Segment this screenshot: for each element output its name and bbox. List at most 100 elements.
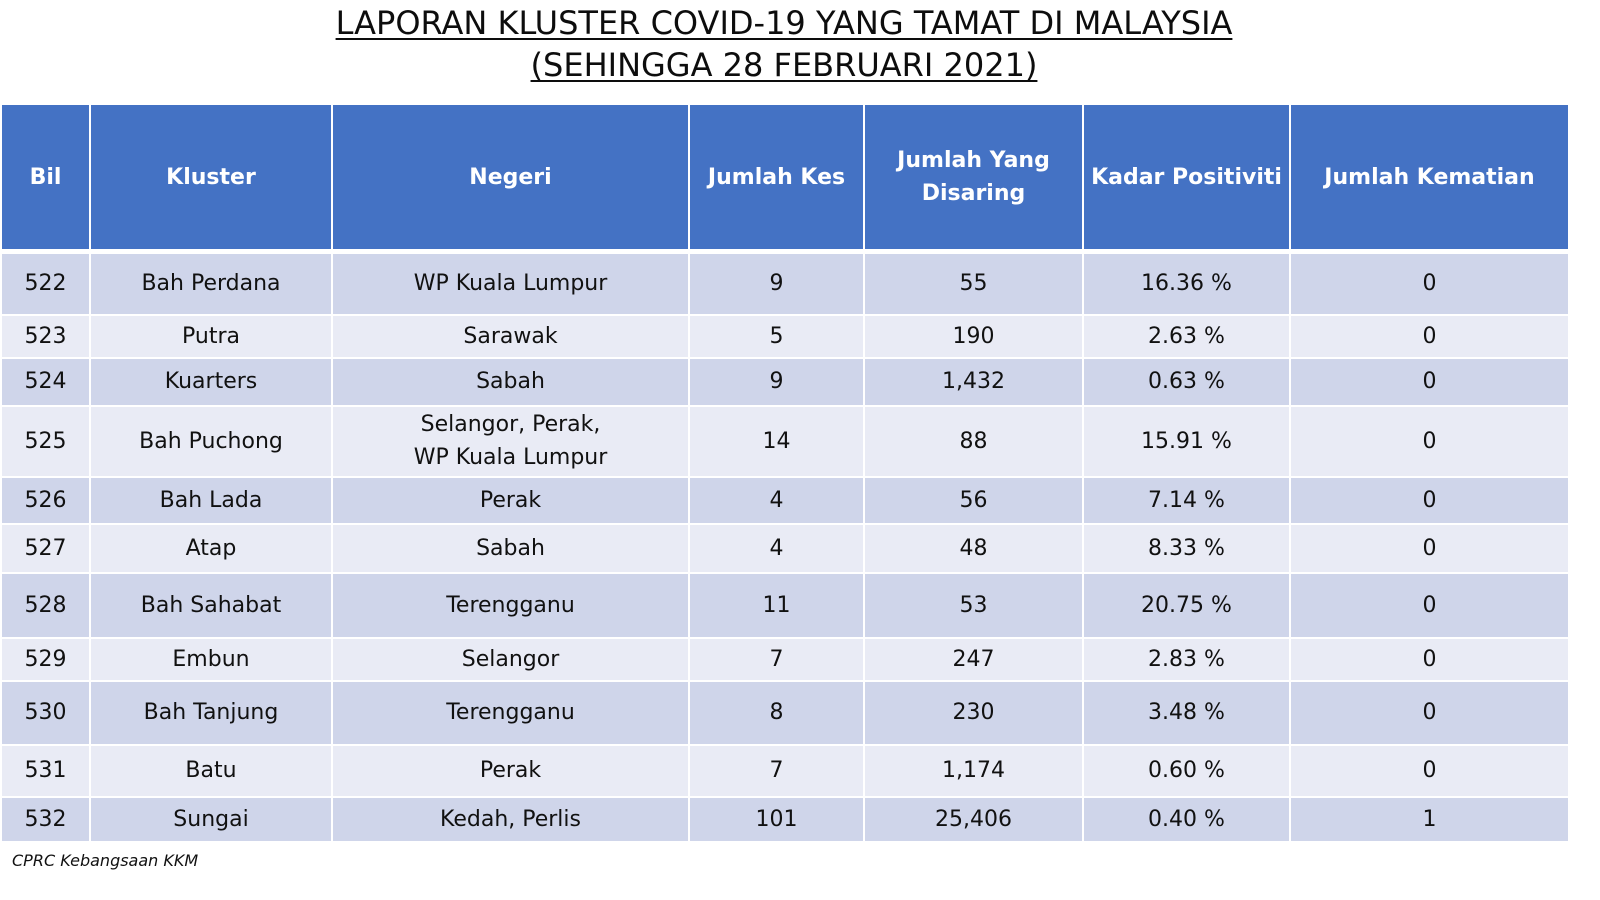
cell-bil: 526 — [0, 475, 91, 525]
cell-kadar-positiviti: 16.36 % — [1082, 250, 1291, 316]
cell-jumlah-kes: 14 — [688, 404, 865, 478]
cell-jumlah-kematian: 0 — [1289, 404, 1570, 478]
source-footer: CPRC Kebangsaan KKM — [12, 851, 199, 870]
cell-jumlah-kematian: 1 — [1289, 795, 1570, 843]
header-jumlah-disaring-line2: Disaring — [921, 181, 1026, 206]
table-row: 526 Bah Lada Perak 4 56 7.14 % 0 — [0, 475, 1570, 525]
cell-jumlah-kematian: 0 — [1289, 522, 1570, 574]
cell-bil: 528 — [0, 571, 91, 639]
table-row: 528 Bah Sahabat Terengganu 11 53 20.75 %… — [0, 571, 1570, 639]
cell-kluster: Embun — [89, 636, 333, 682]
cell-bil: 527 — [0, 522, 91, 574]
cell-negeri-line2: WP Kuala Lumpur — [413, 445, 608, 470]
cell-kadar-positiviti: 15.91 % — [1082, 404, 1291, 478]
cell-kadar-positiviti: 0.63 % — [1082, 356, 1291, 407]
cell-kluster: Bah Tanjung — [89, 679, 333, 746]
header-negeri: Negeri — [331, 103, 690, 254]
table-row: 527 Atap Sabah 4 48 8.33 % 0 — [0, 522, 1570, 574]
cell-kluster: Sungai — [89, 795, 333, 843]
cell-negeri-line1: Selangor, Perak, — [420, 412, 601, 437]
cell-jumlah-disaring: 48 — [863, 522, 1084, 574]
table-row: 529 Embun Selangor 7 247 2.83 % 0 — [0, 636, 1570, 682]
header-jumlah-disaring-line1: Jumlah Yang — [897, 148, 1050, 173]
cell-jumlah-kes: 4 — [688, 522, 865, 574]
cell-kadar-positiviti: 3.48 % — [1082, 679, 1291, 746]
cell-bil: 525 — [0, 404, 91, 478]
report-title: LAPORAN KLUSTER COVID-19 YANG TAMAT DI M… — [0, 0, 1568, 86]
cell-jumlah-kematian: 0 — [1289, 743, 1570, 798]
cell-jumlah-kes: 5 — [688, 313, 865, 359]
cell-jumlah-kematian: 0 — [1289, 636, 1570, 682]
cell-kluster: Batu — [89, 743, 333, 798]
cell-negeri: Kedah, Perlis — [331, 795, 690, 843]
cell-jumlah-kes: 11 — [688, 571, 865, 639]
cell-kluster: Bah Puchong — [89, 404, 333, 478]
cell-kadar-positiviti: 2.83 % — [1082, 636, 1291, 682]
cell-jumlah-kes: 4 — [688, 475, 865, 525]
header-kluster: Kluster — [89, 103, 333, 254]
title-line-2: (SEHINGGA 28 FEBRUARI 2021) — [530, 46, 1038, 84]
cell-negeri: Sarawak — [331, 313, 690, 359]
cell-bil: 531 — [0, 743, 91, 798]
cell-bil: 532 — [0, 795, 91, 843]
cell-jumlah-kematian: 0 — [1289, 313, 1570, 359]
cell-kadar-positiviti: 0.40 % — [1082, 795, 1291, 843]
cell-jumlah-kes: 9 — [688, 356, 865, 407]
cell-jumlah-kes: 7 — [688, 636, 865, 682]
cell-kadar-positiviti: 8.33 % — [1082, 522, 1291, 574]
cell-jumlah-disaring: 56 — [863, 475, 1084, 525]
cell-jumlah-kes: 9 — [688, 250, 865, 316]
table-row: 524 Kuarters Sabah 9 1,432 0.63 % 0 — [0, 356, 1570, 407]
cell-jumlah-disaring: 230 — [863, 679, 1084, 746]
table-row: 525 Bah Puchong Selangor, Perak, WP Kuala… — [0, 404, 1570, 478]
cell-negeri: Sabah — [331, 356, 690, 407]
cell-kluster: Bah Perdana — [89, 250, 333, 316]
cell-jumlah-disaring: 247 — [863, 636, 1084, 682]
cluster-table: Bil Kluster Negeri Jumlah Kes Jumlah Yan… — [0, 103, 1570, 843]
cell-negeri: Selangor, Perak, WP Kuala Lumpur — [331, 404, 690, 478]
cell-kluster: Bah Sahabat — [89, 571, 333, 639]
header-bil: Bil — [0, 103, 91, 254]
cell-jumlah-kes: 7 — [688, 743, 865, 798]
cell-jumlah-kematian: 0 — [1289, 356, 1570, 407]
cell-jumlah-disaring: 55 — [863, 250, 1084, 316]
cell-bil: 529 — [0, 636, 91, 682]
cell-negeri: Terengganu — [331, 679, 690, 746]
cell-jumlah-kematian: 0 — [1289, 250, 1570, 316]
table-header-row: Bil Kluster Negeri Jumlah Kes Jumlah Yan… — [0, 103, 1570, 254]
cell-negeri: Terengganu — [331, 571, 690, 639]
cell-kadar-positiviti: 7.14 % — [1082, 475, 1291, 525]
cell-negeri: Perak — [331, 743, 690, 798]
cell-jumlah-kematian: 0 — [1289, 571, 1570, 639]
cell-jumlah-disaring: 25,406 — [863, 795, 1084, 843]
cell-jumlah-kes: 8 — [688, 679, 865, 746]
header-kadar-positiviti: Kadar Positiviti — [1082, 103, 1291, 254]
cell-kadar-positiviti: 0.60 % — [1082, 743, 1291, 798]
cell-jumlah-kematian: 0 — [1289, 475, 1570, 525]
table-row: 522 Bah Perdana WP Kuala Lumpur 9 55 16.… — [0, 250, 1570, 316]
cell-jumlah-kes: 101 — [688, 795, 865, 843]
cell-negeri: Sabah — [331, 522, 690, 574]
cell-kluster: Atap — [89, 522, 333, 574]
cell-kluster: Bah Lada — [89, 475, 333, 525]
cell-jumlah-disaring: 190 — [863, 313, 1084, 359]
cell-kadar-positiviti: 20.75 % — [1082, 571, 1291, 639]
cell-jumlah-disaring: 1,432 — [863, 356, 1084, 407]
cell-kluster: Kuarters — [89, 356, 333, 407]
cell-bil: 523 — [0, 313, 91, 359]
cell-jumlah-disaring: 53 — [863, 571, 1084, 639]
title-line-1: LAPORAN KLUSTER COVID-19 YANG TAMAT DI M… — [335, 4, 1233, 42]
header-jumlah-kes: Jumlah Kes — [688, 103, 865, 254]
cell-bil: 522 — [0, 250, 91, 316]
table-row: 532 Sungai Kedah, Perlis 101 25,406 0.40… — [0, 795, 1570, 843]
cell-bil: 524 — [0, 356, 91, 407]
cell-negeri: Perak — [331, 475, 690, 525]
cell-kadar-positiviti: 2.63 % — [1082, 313, 1291, 359]
table-row: 531 Batu Perak 7 1,174 0.60 % 0 — [0, 743, 1570, 798]
cell-jumlah-kematian: 0 — [1289, 679, 1570, 746]
table-row: 530 Bah Tanjung Terengganu 8 230 3.48 % … — [0, 679, 1570, 746]
cell-jumlah-disaring: 88 — [863, 404, 1084, 478]
cell-kluster: Putra — [89, 313, 333, 359]
header-jumlah-kematian: Jumlah Kematian — [1289, 103, 1570, 254]
cell-negeri: WP Kuala Lumpur — [331, 250, 690, 316]
